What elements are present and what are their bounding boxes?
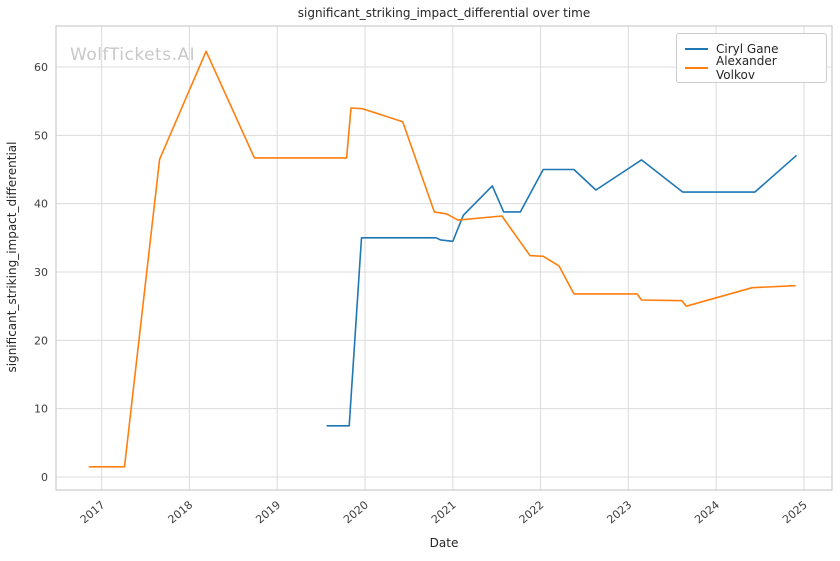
x-tick-label: 2022 [517, 498, 547, 526]
y-tick-label: 40 [34, 198, 48, 211]
series-line-ciryl-gane [326, 155, 797, 427]
x-tick-label: 2021 [429, 498, 459, 526]
legend-line-swatch [685, 66, 708, 69]
legend-item: Alexander Volkov [685, 54, 818, 82]
chart-title: significant_striking_impact_differential… [297, 6, 591, 20]
x-tick-label: 2019 [253, 498, 283, 526]
legend-item: Ciryl Gane [685, 39, 818, 58]
legend-label: Alexander Volkov [716, 53, 777, 82]
series-line-alexander-volkov [88, 50, 796, 468]
y-tick-label: 60 [34, 61, 48, 74]
y-tick-label: 30 [34, 266, 48, 279]
x-tick-label: 2020 [341, 498, 371, 526]
legend-line-swatch [685, 47, 708, 50]
y-tick-label: 0 [41, 471, 48, 484]
x-tick-label: 2025 [780, 498, 810, 526]
y-tick-label: 10 [34, 403, 48, 416]
x-tick-label: 2017 [78, 498, 108, 526]
y-tick-label: 50 [34, 129, 48, 142]
x-tick-label: 2023 [604, 498, 634, 526]
x-axis-label: Date [429, 536, 459, 550]
plot-border [55, 25, 833, 491]
y-tick-label: 20 [34, 334, 48, 347]
legend: Ciryl Gane Alexander Volkov [676, 33, 827, 83]
x-tick-label: 2024 [692, 498, 722, 526]
legend-label: Ciryl Gane [716, 41, 779, 56]
x-tick-label: 2018 [166, 498, 196, 526]
